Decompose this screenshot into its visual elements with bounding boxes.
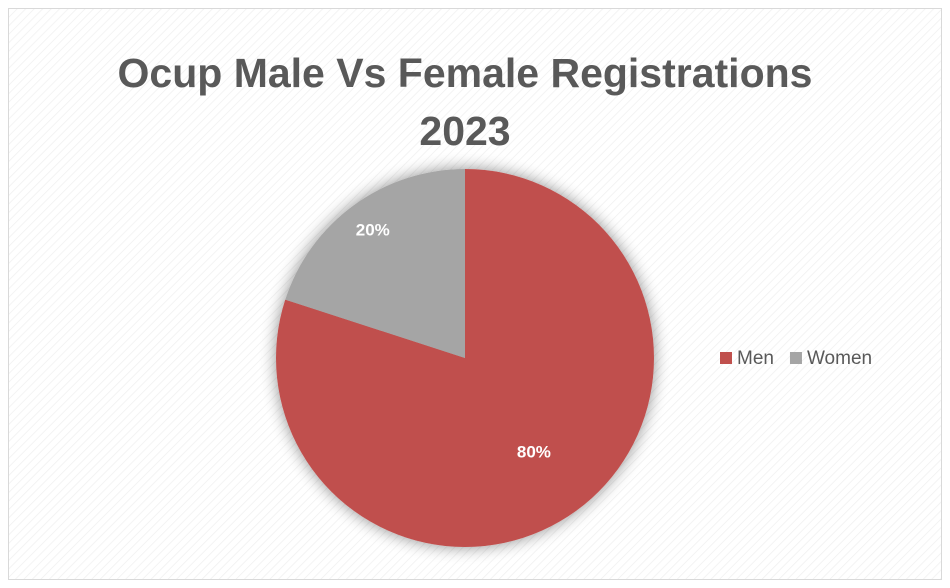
pie-slice [285,169,465,358]
pie [275,169,654,547]
legend-label: Women [807,348,872,369]
legend-label: Men [737,348,774,369]
data-label: 80% [517,442,551,461]
chart-title: Ocup Male Vs Female Registrations 2023 [117,50,813,154]
legend-swatch [720,352,732,364]
pie-slice [275,169,654,547]
legend-swatch [789,352,802,364]
data-label: 20% [356,221,390,240]
